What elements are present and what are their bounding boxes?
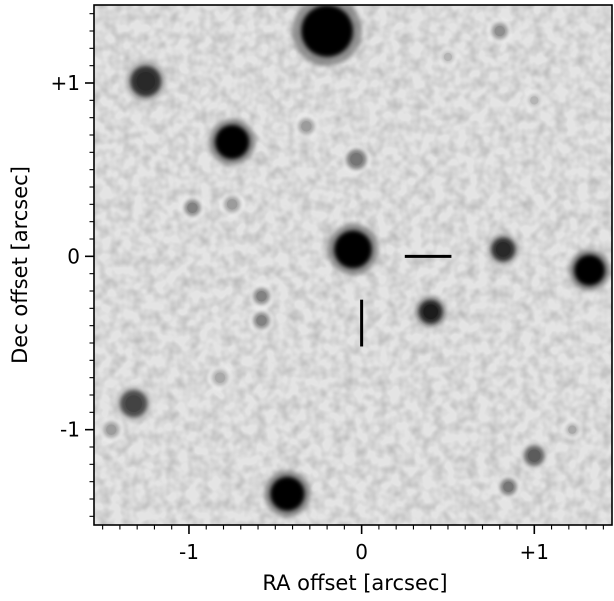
y-axis-ticks: +1 0 -1 [51, 13, 94, 517]
source-19 [99, 418, 123, 442]
source-2 [124, 60, 167, 103]
source-11 [264, 470, 311, 518]
target-crosshair [360, 254, 452, 347]
x-axis-ticks: -1 0 +1 [102, 525, 604, 564]
x-tick-label: 0 [355, 540, 368, 564]
source-17 [294, 114, 319, 138]
source-12 [520, 441, 549, 470]
source-9 [249, 308, 274, 333]
image-plot-area [94, 5, 612, 525]
source-6 [568, 249, 611, 292]
source-layer [99, 5, 611, 518]
x-axis-label: RA offset [arcsec] [262, 571, 447, 595]
source-5 [486, 233, 520, 266]
source-7 [414, 295, 448, 329]
x-tick-label: -1 [179, 540, 199, 564]
y-tick-label: +1 [51, 71, 80, 95]
plot-frame [93, 4, 613, 526]
source-1 [292, 5, 363, 66]
source-10 [115, 385, 153, 423]
source-15 [180, 196, 205, 220]
source-8 [249, 284, 274, 308]
source-18 [488, 19, 512, 43]
y-axis-label: Dec offset [arcsec] [8, 166, 32, 364]
source-4 [327, 223, 379, 276]
y-tick-label: 0 [67, 244, 80, 268]
source-21 [562, 420, 582, 439]
x-tick-label: +1 [520, 540, 549, 564]
source-3 [208, 118, 256, 166]
y-tick-label: -1 [60, 418, 80, 442]
source-14 [342, 145, 371, 174]
source-23 [438, 47, 458, 67]
source-13 [496, 475, 521, 499]
source-16 [220, 192, 244, 216]
source-22 [524, 91, 544, 110]
source-20 [208, 366, 232, 390]
